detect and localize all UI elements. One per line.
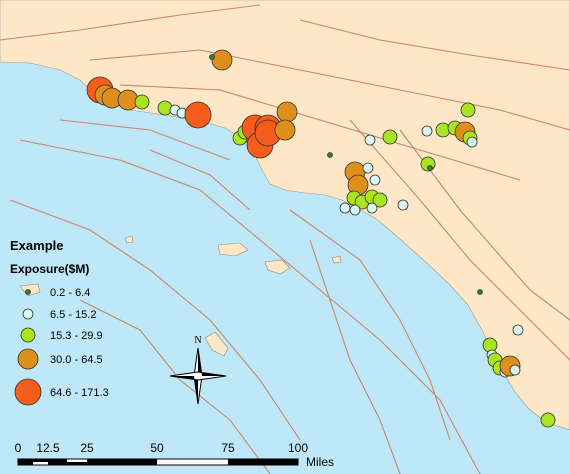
legend-label: 15.3 - 29.9 bbox=[50, 330, 103, 342]
exposure-point bbox=[382, 129, 398, 145]
exposure-point bbox=[421, 125, 433, 137]
exposure-point bbox=[366, 202, 378, 214]
legend-label: 30.0 - 64.5 bbox=[50, 354, 103, 366]
scale-segment bbox=[18, 459, 33, 465]
scale-segment bbox=[48, 459, 67, 465]
exposure-point bbox=[372, 192, 388, 208]
exposure-point bbox=[184, 101, 212, 129]
legend: Example Exposure($M) 0.2 - 6.4 6.5 - 15.2… bbox=[10, 238, 109, 406]
scale-label: 100 bbox=[288, 441, 308, 455]
exposure-point bbox=[477, 289, 483, 295]
scale-segment bbox=[67, 462, 87, 465]
legend-label: 64.6 - 171.3 bbox=[50, 387, 109, 399]
legend-label: 6.5 - 15.2 bbox=[50, 309, 96, 321]
exposure-point bbox=[349, 204, 361, 216]
scale-label: 50 bbox=[150, 441, 164, 455]
exposure-point bbox=[339, 202, 351, 214]
scale-label: 75 bbox=[221, 441, 235, 455]
legend-title: Example bbox=[10, 238, 63, 253]
exposure-point bbox=[512, 324, 524, 336]
legend-symbol bbox=[20, 327, 36, 343]
exposure-point bbox=[482, 337, 498, 353]
north-arrow: N bbox=[169, 335, 227, 405]
scale-segment bbox=[228, 459, 298, 465]
scale-label: 12.5 bbox=[36, 441, 60, 455]
scale-segment bbox=[87, 459, 157, 465]
exposure-point bbox=[427, 165, 433, 171]
exposure-point bbox=[327, 152, 333, 158]
exposure-point bbox=[466, 136, 478, 148]
legend-symbol bbox=[25, 289, 31, 295]
exposure-point bbox=[397, 199, 409, 211]
exposure-point bbox=[460, 102, 476, 118]
exposure-point bbox=[509, 364, 521, 376]
scale-label: 25 bbox=[80, 441, 94, 455]
islands bbox=[19, 235, 342, 357]
exposure-point bbox=[364, 134, 376, 146]
legend-label: 0.2 - 6.4 bbox=[50, 287, 90, 299]
exposure-point bbox=[540, 412, 556, 428]
exposure-point bbox=[276, 101, 298, 123]
exposure-point bbox=[157, 100, 173, 116]
exposure-point bbox=[211, 49, 233, 71]
exposure-point bbox=[134, 94, 150, 110]
scale-unit: Miles bbox=[306, 455, 334, 469]
scale-label: 0 bbox=[15, 441, 22, 455]
legend-symbol bbox=[14, 378, 42, 406]
exposure-points bbox=[86, 49, 556, 428]
fault-lines bbox=[0, 4, 570, 474]
exposure-point bbox=[369, 174, 381, 186]
legend-symbol bbox=[22, 308, 34, 320]
north-label: N bbox=[194, 335, 201, 346]
exposure-point bbox=[274, 119, 296, 141]
exposure-point bbox=[209, 54, 215, 60]
scale-segment bbox=[33, 459, 48, 462]
exposure-point bbox=[362, 162, 374, 174]
legend-symbol bbox=[17, 348, 39, 370]
legend-subtitle: Exposure($M) bbox=[10, 262, 89, 276]
